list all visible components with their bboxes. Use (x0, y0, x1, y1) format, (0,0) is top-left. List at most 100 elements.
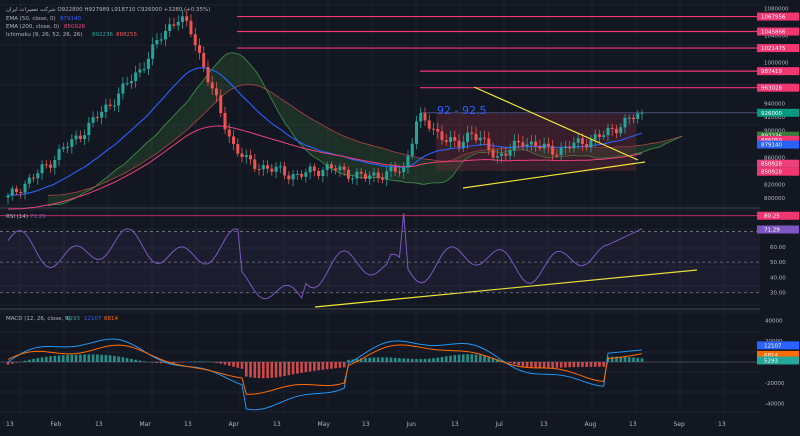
candle-body (228, 129, 231, 136)
candle-body (279, 166, 282, 167)
time-tick-label: May (318, 421, 331, 428)
candle-body (475, 134, 478, 140)
macd-hist-bar (15, 362, 18, 363)
candle-body (87, 123, 90, 135)
macd-hist-bar (390, 358, 393, 362)
candle-body (568, 147, 571, 149)
macd-hist-bar (377, 357, 380, 362)
candle-body (121, 83, 124, 93)
candle-body (492, 150, 495, 158)
candle-body (428, 120, 431, 128)
macd-hist-bar (58, 356, 61, 362)
macd-hist-bar (28, 360, 31, 362)
macd-tag-label: 12107 (764, 343, 782, 349)
macd-hist-bar (449, 356, 452, 362)
macd-hist-bar (313, 362, 316, 371)
macd-hist-bar (590, 362, 593, 367)
candle-body (151, 44, 154, 58)
candle-body (304, 172, 307, 176)
candle-body (19, 192, 22, 193)
candle-body (266, 165, 269, 168)
macd-hist-bar (232, 362, 235, 367)
macd-hist-bar (624, 357, 627, 362)
macd-hist-bar (598, 362, 601, 367)
time-tick-label: Apr (229, 421, 240, 428)
candle-body (219, 95, 222, 113)
macd-hist-bar (551, 362, 554, 368)
candle-body (462, 142, 465, 148)
price-tick-label: 820000 (764, 183, 785, 189)
candle-body (394, 167, 397, 172)
candle-body (538, 146, 541, 148)
candle-body (270, 169, 273, 172)
macd-hist-bar (219, 362, 222, 364)
candle-body (66, 147, 69, 148)
candle-body (466, 133, 469, 142)
macd-hist-bar (398, 358, 401, 362)
macd-hist-bar (105, 355, 108, 362)
candle-body (189, 21, 192, 34)
time-tick-label: 13 (451, 421, 459, 428)
macd-hist-bar (568, 362, 571, 367)
macd-hist-bar (611, 357, 614, 362)
candle-body (62, 148, 65, 150)
macd-hist-bar (373, 358, 376, 362)
macd-hist-bar (288, 362, 291, 375)
macd-hist-bar (428, 359, 431, 362)
price-tag-label: 879140 (761, 143, 782, 149)
time-tick-label: Aug (585, 421, 597, 428)
macd-hist-bar (347, 360, 350, 362)
macd-hist-bar (636, 358, 639, 362)
macd-hist-bar (432, 358, 435, 362)
macd-hist-bar (564, 362, 567, 367)
time-tick-label: 13 (273, 421, 281, 428)
candle-body (441, 132, 444, 141)
candle-body (355, 172, 358, 179)
macd-hist-bar (49, 356, 52, 362)
macd-hist-bar (385, 357, 388, 362)
time-tick-label: 13 (6, 421, 14, 428)
macd-hist-bar (7, 362, 10, 365)
macd-hist-bar (547, 362, 550, 368)
macd-hist-bar (322, 362, 325, 370)
macd-legend-value-3: 6814 (104, 316, 118, 322)
macd-tick-label: -20000 (765, 381, 785, 387)
candle-body (292, 174, 295, 179)
macd-hist-bar (402, 358, 405, 362)
candle-body (526, 144, 529, 146)
candle-body (24, 184, 27, 193)
candle-body (577, 138, 580, 142)
macd-hist-bar (305, 362, 308, 372)
candle-body (70, 139, 73, 147)
macd-hist-bar (534, 362, 537, 368)
macd-hist-bar (143, 361, 146, 362)
candle-body (96, 117, 99, 118)
macd-hist-bar (249, 362, 252, 377)
candle-body (321, 170, 324, 176)
macd-hist-bar (160, 362, 163, 363)
macd-hist-bar (522, 362, 525, 366)
macd-hist-bar (317, 362, 320, 370)
candle-body (398, 172, 401, 173)
macd-hist-bar (334, 362, 337, 368)
macd-hist-bar (419, 359, 422, 362)
macd-legend: MACD (12, 26, close, 9) (6, 316, 71, 322)
candle-body (143, 69, 146, 70)
annotation-label[interactable]: 92 - 92.5 (437, 104, 486, 117)
price-tick-label: 1000000 (764, 61, 789, 67)
time-tick-label: Jun (406, 421, 417, 428)
time-tick-label: 13 (629, 421, 637, 428)
macd-hist-bar (509, 362, 512, 363)
macd-hist-bar (24, 361, 27, 362)
candle-body (317, 171, 320, 176)
candle-body (411, 144, 414, 156)
candle-body (45, 164, 48, 165)
candle-body (534, 142, 537, 147)
candle-body (249, 155, 252, 159)
candle-body (109, 105, 112, 106)
candle-body (611, 128, 614, 129)
candle-body (500, 154, 503, 156)
candle-body (253, 159, 256, 169)
macd-hist-bar (343, 362, 346, 367)
